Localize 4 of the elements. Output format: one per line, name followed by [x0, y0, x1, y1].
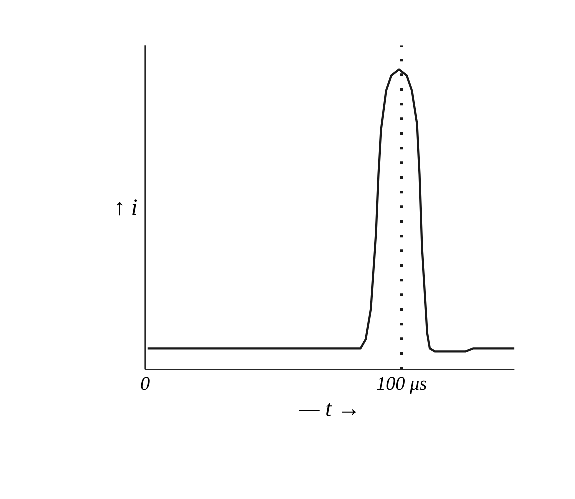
x-axis-title: — t →: [299, 403, 356, 416]
x-tick-label: 100 μs: [377, 377, 427, 394]
y-axis-title: ↑ i: [117, 200, 138, 216]
x-tick-label: 0: [141, 377, 150, 390]
